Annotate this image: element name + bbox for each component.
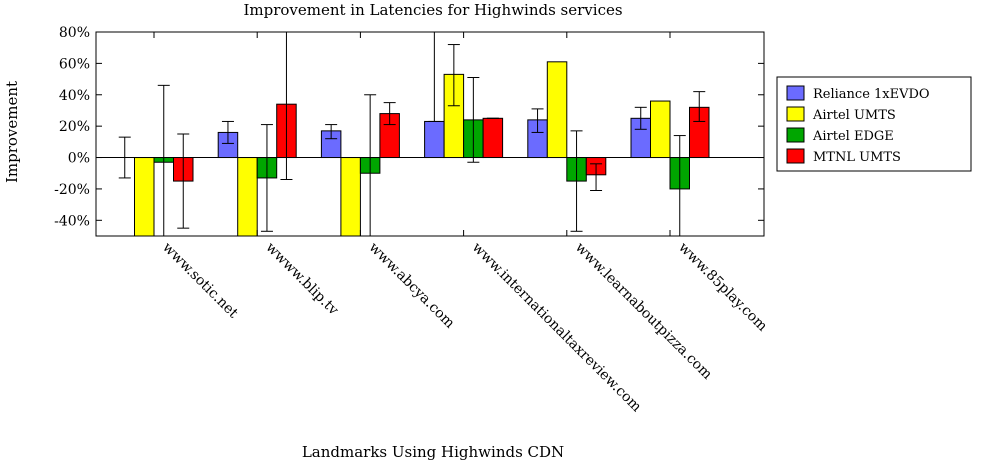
y-tick-label: 40%	[59, 88, 90, 104]
x-tick-label: www.abcya.com	[366, 240, 458, 332]
bar	[546, 61, 568, 159]
legend-swatch	[786, 148, 805, 164]
y-tick-label: -40%	[54, 213, 90, 229]
y-tick-label: 60%	[59, 56, 90, 72]
y-tick-label: 80%	[59, 25, 90, 41]
chart-title: Improvement in Latencies for Highwinds s…	[243, 1, 622, 19]
x-axis-label: Landmarks Using Highwinds CDN	[302, 443, 564, 461]
x-tick-label: www.85play.com	[675, 240, 770, 335]
legend-box	[776, 76, 972, 172]
bar	[482, 117, 504, 159]
plot-frame	[95, 31, 765, 237]
bar	[340, 157, 361, 237]
plot-area: 80% 60% 40% 20% 0% -20% -40% www.sotic.net wwww.…	[54, 25, 770, 415]
legend-swatch	[786, 127, 805, 143]
bar	[237, 157, 258, 237]
y-tick-label: -20%	[54, 182, 90, 198]
x-tick-label: www.internationaltaxreview.com	[469, 240, 645, 416]
y-tick-label: 20%	[59, 119, 90, 135]
legend-label: Airtel UMTS	[812, 108, 896, 123]
x-tick-label: www.sotic.net	[159, 240, 241, 322]
legend-swatch	[786, 85, 805, 101]
bar	[134, 157, 155, 237]
y-tick-label: 0%	[68, 151, 90, 167]
bar	[650, 100, 671, 159]
x-tick-label: wwww.blip.tv	[262, 240, 341, 319]
legend-swatch	[786, 106, 805, 122]
legend: Reliance 1xEVDO Airtel UMTS Airtel EDGE MTN…	[776, 76, 972, 172]
legend-label: Airtel EDGE	[812, 129, 894, 144]
bar	[424, 120, 445, 159]
y-axis-label: Improvement	[3, 81, 21, 183]
legend-label: MTNL UMTS	[813, 150, 901, 165]
legend-label: Reliance 1xEVDO	[813, 87, 930, 102]
